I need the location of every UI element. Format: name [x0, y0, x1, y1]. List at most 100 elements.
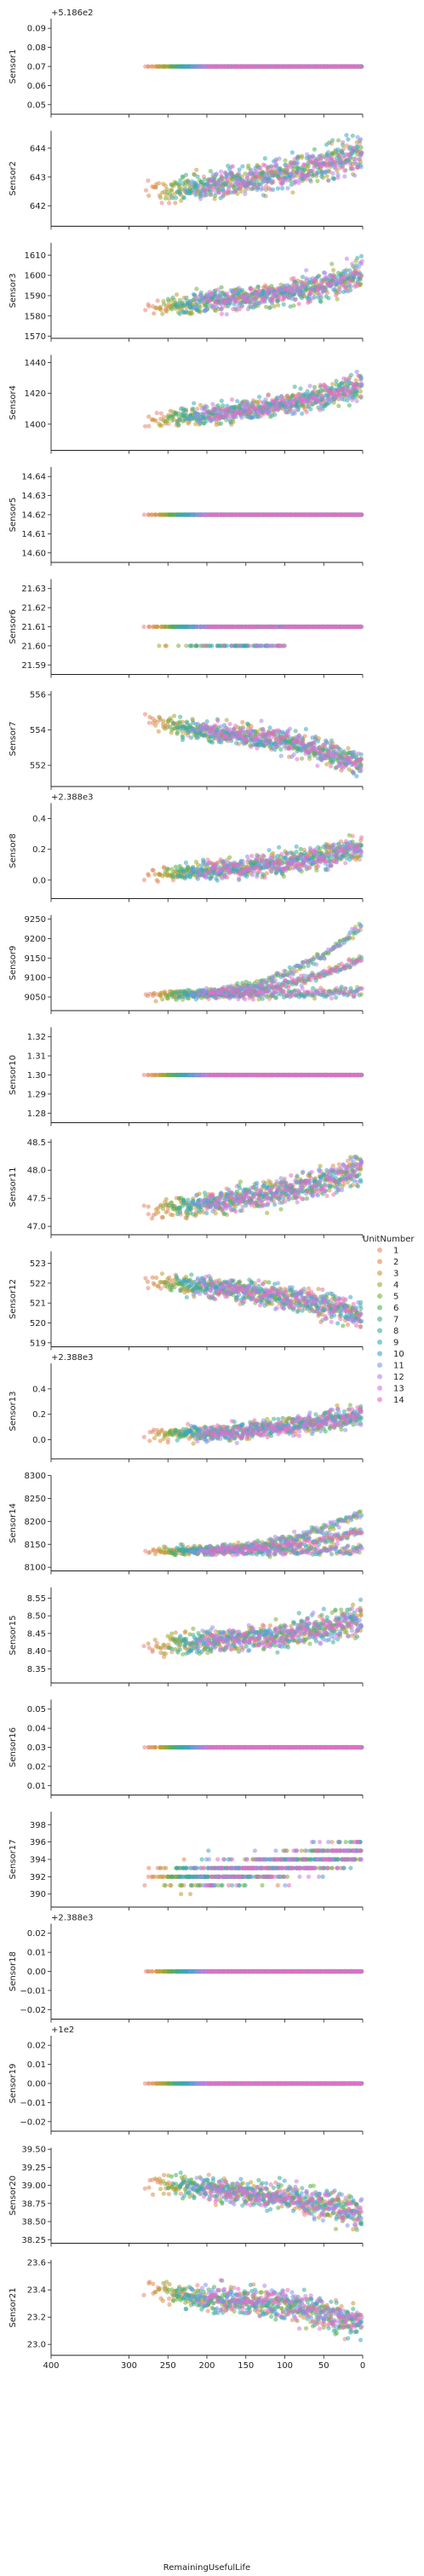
- data-point: [271, 164, 276, 170]
- data-point: [224, 312, 229, 317]
- data-point: [321, 285, 326, 291]
- data-point: [333, 163, 338, 168]
- data-point: [158, 411, 163, 416]
- data-point: [164, 308, 169, 314]
- data-point: [221, 403, 226, 408]
- data-point: [290, 190, 295, 195]
- data-point: [279, 181, 284, 186]
- data-point: [175, 292, 180, 297]
- data-point: [276, 294, 281, 299]
- data-point: [288, 304, 293, 309]
- data-point: [156, 181, 162, 186]
- data-point: [296, 291, 301, 296]
- data-point: [358, 512, 364, 517]
- data-point: [142, 712, 148, 717]
- data-point: [305, 152, 310, 157]
- data-point: [315, 178, 320, 183]
- data-point: [358, 254, 364, 259]
- data-point: [203, 307, 209, 312]
- data-point: [153, 723, 158, 728]
- data-point: [160, 311, 165, 316]
- data-point: [177, 512, 182, 517]
- y-axis-label: Sensor1: [9, 49, 18, 84]
- data-point: [344, 256, 349, 262]
- data-point: [146, 720, 152, 725]
- data-point: [237, 643, 243, 648]
- data-point: [261, 512, 266, 517]
- data-point: [143, 308, 148, 313]
- data-point: [329, 262, 335, 267]
- data-point: [312, 389, 317, 394]
- data-point: [339, 158, 344, 164]
- data-point: [198, 293, 203, 298]
- data-point: [170, 512, 175, 517]
- data-point: [197, 419, 203, 424]
- data-point: [176, 422, 181, 427]
- y-tick-label: 0.05: [27, 101, 46, 110]
- data-point: [212, 179, 217, 184]
- y-axis-label: Sensor5: [9, 498, 18, 533]
- data-point: [261, 193, 266, 198]
- data-point: [335, 389, 341, 394]
- data-point: [169, 188, 174, 193]
- y-tick-label: 1600: [25, 272, 46, 281]
- data-point: [283, 286, 288, 291]
- data-point: [230, 512, 235, 517]
- data-point: [219, 311, 225, 316]
- data-point: [141, 624, 146, 630]
- data-point: [271, 297, 276, 302]
- y-tick-label: 0.08: [27, 43, 46, 53]
- y-tick-label: 14.62: [21, 511, 46, 521]
- scatter-points: [142, 712, 364, 779]
- data-point: [294, 282, 299, 287]
- data-point: [281, 302, 286, 307]
- data-point: [194, 413, 199, 418]
- panels-group: 0.050.060.070.080.09Sensor1+5.186e264264…: [9, 9, 365, 2371]
- data-point: [300, 171, 305, 176]
- data-point: [340, 388, 345, 393]
- data-point: [329, 389, 335, 394]
- data-point: [233, 643, 238, 648]
- data-point: [343, 285, 348, 291]
- data-point: [358, 64, 364, 69]
- data-point: [309, 169, 314, 174]
- y-tick-label: 21.59: [21, 661, 46, 671]
- data-point: [307, 64, 312, 69]
- data-point: [209, 64, 214, 69]
- y-tick-label: 14.61: [21, 530, 46, 539]
- data-point: [170, 295, 175, 300]
- data-point: [181, 195, 186, 200]
- data-point: [316, 274, 321, 279]
- data-point: [280, 297, 285, 303]
- data-point: [245, 291, 250, 297]
- data-point: [234, 296, 239, 301]
- data-point: [318, 298, 323, 303]
- data-point: [209, 291, 215, 296]
- data-point: [265, 624, 271, 630]
- data-point: [265, 179, 270, 184]
- data-point: [283, 178, 288, 183]
- y-tick-label: 1580: [25, 312, 46, 321]
- data-point: [274, 643, 279, 648]
- data-point: [314, 158, 319, 164]
- data-point: [331, 274, 336, 279]
- data-point: [264, 183, 269, 188]
- data-point: [262, 156, 267, 161]
- data-point: [317, 512, 322, 517]
- data-point: [229, 170, 234, 175]
- data-point: [339, 381, 345, 386]
- data-point: [141, 512, 146, 517]
- data-point: [168, 408, 173, 413]
- data-point: [331, 287, 336, 292]
- data-point: [259, 413, 264, 418]
- data-point: [221, 193, 226, 198]
- data-point: [354, 270, 359, 276]
- data-point: [192, 305, 198, 310]
- data-point: [263, 404, 268, 409]
- data-point: [348, 372, 353, 377]
- data-point: [146, 424, 152, 429]
- data-point: [318, 407, 323, 412]
- data-point: [177, 301, 182, 306]
